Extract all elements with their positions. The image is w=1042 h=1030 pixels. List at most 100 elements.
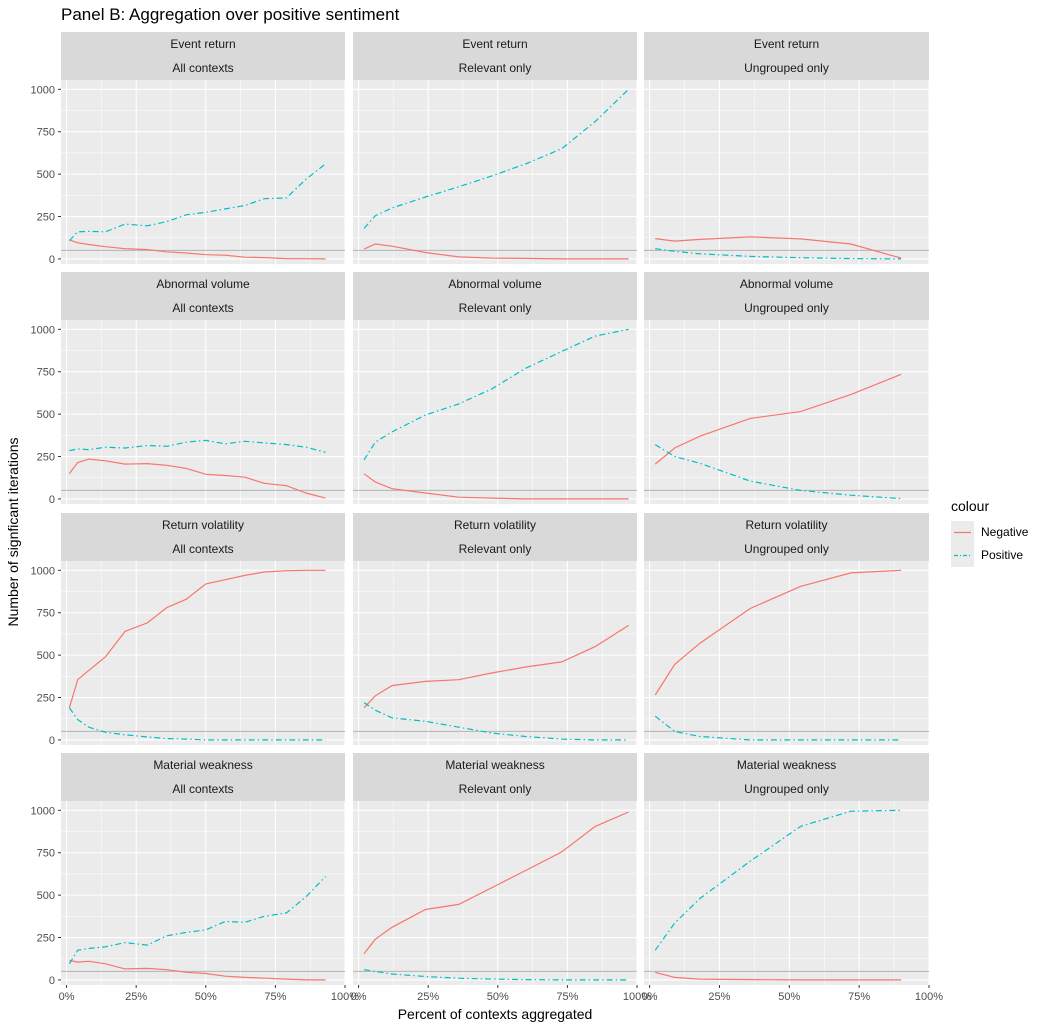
panel-3-1-strip-top-bg [61, 513, 345, 537]
panel-2-1-strip-row-label: Abnormal volume [156, 277, 250, 291]
panel-1-1-y-tick-label: 750 [37, 127, 55, 139]
panel-3-3-strip-top-bg [644, 513, 929, 537]
panel-4-1-y-tick-label: 500 [37, 890, 55, 902]
panel-3-2-strip-top-bg [353, 513, 637, 537]
panel-4-1-x-tick-label: 100% [331, 991, 359, 1003]
panel-2-2-series-positive [363, 328, 629, 461]
panel-4-1-strip-bottom-bg [61, 777, 345, 801]
panel-4-3-x-tick-label: 75% [848, 991, 870, 1003]
panel-3-2-strip-bottom-bg [353, 537, 637, 561]
panel-3-1-series-negative [68, 569, 326, 708]
panel-3-1-y-tick-label: 500 [37, 650, 55, 662]
panel-4-2-series-positive [364, 969, 629, 981]
panel-3-1-y-tick-label: 250 [37, 693, 55, 705]
facet-panels: Event return All contexts 0 250 500 750 1000 Ev… [31, 32, 943, 1003]
panel-2-1-plot-bg [61, 320, 345, 504]
panel-4-3-x-tick-label: 0% [642, 991, 658, 1003]
panel-4-3-strip-top-bg [644, 753, 929, 777]
panel-2-3-strip-row-label: Abnormal volume [740, 277, 834, 291]
panel-2-1-y-tick-label: 250 [37, 452, 55, 464]
panel-3-1-strip-row-label: Return volatility [162, 518, 244, 532]
panel-4-3-strip-col-label: Ungrouped only [744, 782, 829, 796]
panel-3-3-strip-bottom-bg [644, 537, 929, 561]
panel-4-2-x-tick-label: 75% [556, 991, 578, 1003]
panel-1-3-strip-col-label: Ungrouped only [744, 61, 829, 75]
legend-label-positive: Positive [981, 548, 1023, 562]
panel-4-3-strip-row-label: Material weakness [737, 758, 836, 772]
panel-2-3-plot-bg [644, 320, 929, 504]
panel-2-1-y-tick-label: 1000 [31, 324, 55, 336]
panel-4-3-series-negative [655, 971, 902, 981]
panel-4-2-strip-col-label: Relevant only [459, 782, 532, 796]
panel-1-3-strip-top-bg [644, 32, 929, 56]
panel-2-1-series-negative [68, 458, 326, 499]
panel-2-3-strip-top-bg [644, 272, 929, 296]
panel-2-1-strip-top-bg [61, 272, 345, 296]
panel-1-3-series-negative [655, 236, 902, 259]
panel-3-1-y-tick-label: 0 [49, 735, 55, 747]
panel-1-3-plot-bg [644, 80, 929, 264]
panel-2-2-strip-row-label: Abnormal volume [448, 277, 542, 291]
panel-4-3-x-tick-label: 25% [708, 991, 730, 1003]
panel-1-3-strip-row-label: Event return [754, 37, 819, 51]
panel-3-3-strip-row-label: Return volatility [745, 518, 827, 532]
panel-3-2-series-negative [363, 624, 629, 709]
legend-key-positive [951, 544, 974, 567]
panel-3-3-strip-col-label: Ungrouped only [744, 542, 829, 556]
y-axis-label: Number of signficant iterations [5, 437, 21, 626]
panel-3-1-strip-bottom-bg [61, 537, 345, 561]
panel-1-1-strip-row-label: Event return [170, 37, 235, 51]
panel-3-1-series-positive [68, 707, 326, 741]
panel-1-1-series-negative [69, 239, 326, 260]
panel-4-2-strip-top-bg [353, 753, 637, 777]
panel-3-1-y-tick-label: 1000 [31, 565, 55, 577]
panel-4-3-x-tick-label: 50% [778, 991, 800, 1003]
panel-4-1-strip-row-label: Material weakness [153, 758, 252, 772]
legend-title: colour [951, 498, 989, 514]
panel-1-1-y-tick-label: 0 [49, 254, 55, 266]
panel-1-2-strip-col-label: Relevant only [459, 61, 532, 75]
panel-1-2-series-negative [363, 243, 629, 260]
panel-4-1-strip-col-label: All contexts [172, 782, 233, 796]
panel-4-3-strip-bottom-bg [644, 777, 929, 801]
panel-4-1-y-tick-label: 250 [37, 933, 55, 945]
panel-4-1-y-tick-label: 0 [49, 975, 55, 987]
chart-title: Panel B: Aggregation over positive senti… [61, 5, 400, 24]
panel-1-1-series-positive [68, 163, 326, 242]
panel-1-1-plot-bg [61, 80, 345, 264]
panel-1-2-strip-bottom-bg [353, 56, 637, 80]
panel-3-2-plot-bg [353, 561, 637, 745]
panel-1-1-strip-col-label: All contexts [172, 61, 233, 75]
panel-1-3-strip-bottom-bg [644, 56, 929, 80]
legend-label-negative: Negative [981, 525, 1029, 539]
panel-4-2-series-negative [363, 811, 629, 954]
panel-4-1-x-tick-label: 75% [264, 991, 286, 1003]
panel-1-1-strip-bottom-bg [61, 56, 345, 80]
panel-2-2-strip-top-bg [353, 272, 637, 296]
panel-4-1-x-tick-label: 25% [125, 991, 147, 1003]
x-axis-label: Percent of contexts aggregated [398, 1006, 593, 1022]
panel-1-1-y-tick-label: 1000 [31, 84, 55, 96]
panel-4-1-strip-top-bg [61, 753, 345, 777]
panel-2-1-y-tick-label: 750 [37, 367, 55, 379]
panel-2-1-series-positive [69, 439, 326, 453]
panel-4-1-y-tick-label: 1000 [31, 805, 55, 817]
panel-2-3-series-positive [654, 444, 902, 500]
panel-2-3-strip-bottom-bg [644, 296, 929, 320]
panel-4-1-series-negative [69, 959, 326, 981]
panel-1-2-series-positive [363, 88, 630, 229]
panel-3-1-strip-col-label: All contexts [172, 542, 233, 556]
panel-4-1-x-tick-label: 0% [59, 991, 75, 1003]
panel-3-1-plot-bg [61, 561, 345, 745]
panel-1-1-y-tick-label: 500 [37, 169, 55, 181]
panel-4-1-series-positive [68, 876, 326, 965]
panel-4-2-x-tick-label: 100% [623, 991, 651, 1003]
panel-2-2-series-negative [363, 473, 629, 500]
panel-3-3-plot-bg [644, 561, 929, 745]
panel-2-1-y-tick-label: 0 [49, 494, 55, 506]
panel-4-2-strip-bottom-bg [353, 777, 637, 801]
panel-4-2-x-tick-label: 50% [487, 991, 509, 1003]
panel-4-3-x-tick-label: 100% [915, 991, 943, 1003]
panel-1-1-y-tick-label: 250 [37, 212, 55, 224]
